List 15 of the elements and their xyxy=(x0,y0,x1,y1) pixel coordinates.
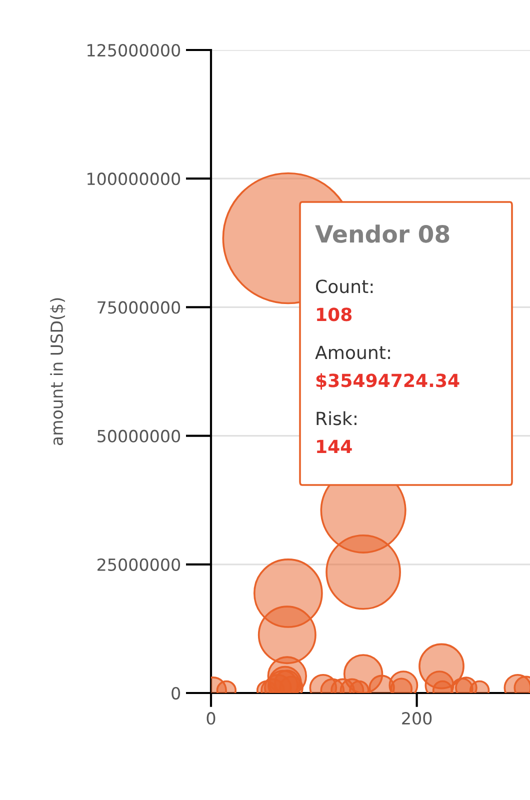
annotation: 144 xyxy=(317,440,352,453)
y-tick-label: 125000000 xyxy=(88,44,180,57)
y-tick-label: 25000000 xyxy=(98,558,180,571)
y-tick-label: 50000000 xyxy=(98,430,180,442)
annotation: Amount: xyxy=(315,346,390,360)
x-tick-label: 200 xyxy=(402,712,432,725)
annotation: $35494724.34 xyxy=(316,373,460,390)
annotation: Vendor 08 xyxy=(315,224,450,243)
y-tick-label: 100000000 xyxy=(88,172,180,186)
y-axis-title: amount in USD($) xyxy=(50,298,66,446)
y-tick-label: 0 xyxy=(172,686,180,700)
annotation: 108 xyxy=(317,308,352,322)
y-tick-label: 75000000 xyxy=(98,301,180,314)
annotation: Risk: xyxy=(316,411,356,426)
annotation: Count: xyxy=(316,280,373,294)
